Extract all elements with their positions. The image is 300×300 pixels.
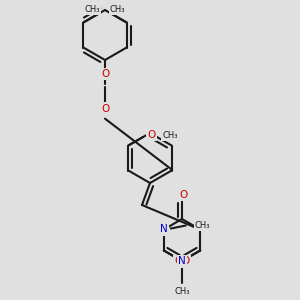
Text: O: O xyxy=(175,256,183,266)
Text: O: O xyxy=(181,256,190,266)
Text: N: N xyxy=(160,224,168,235)
Text: CH₃: CH₃ xyxy=(162,130,178,140)
Text: O: O xyxy=(147,130,155,140)
Text: CH₃: CH₃ xyxy=(195,221,210,230)
Text: CH₃: CH₃ xyxy=(110,5,125,14)
Text: O: O xyxy=(101,69,109,79)
Text: CH₃: CH₃ xyxy=(85,5,100,14)
Text: N: N xyxy=(178,256,186,266)
Text: O: O xyxy=(179,190,187,200)
Text: O: O xyxy=(101,104,109,114)
Text: CH₃: CH₃ xyxy=(174,286,190,296)
